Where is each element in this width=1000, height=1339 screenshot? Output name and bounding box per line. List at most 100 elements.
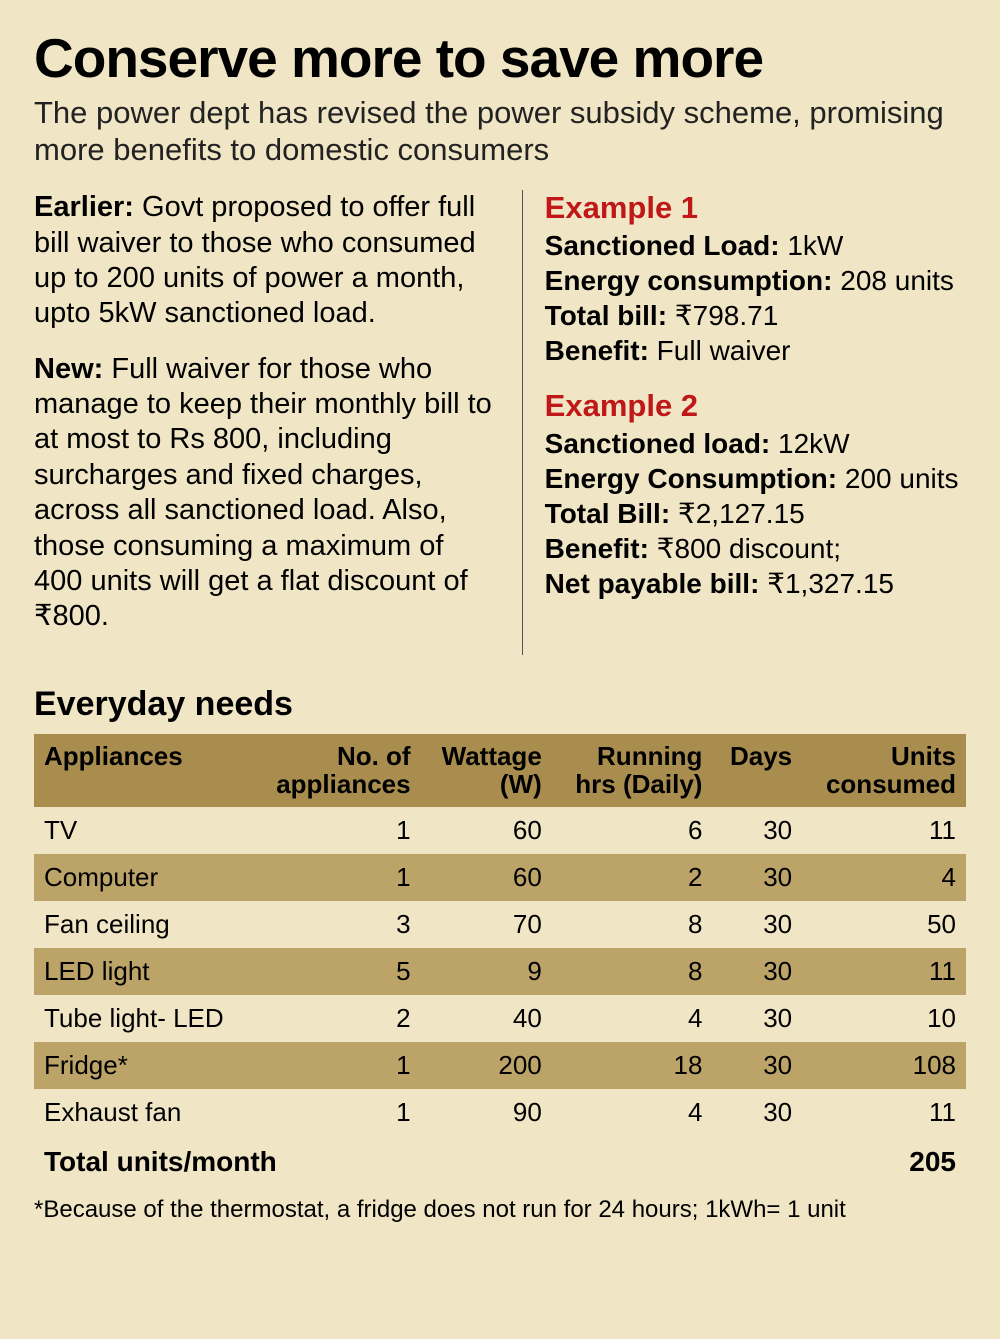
table-row: Computer1602304 (34, 854, 966, 901)
example-value: ₹800 discount; (649, 533, 841, 564)
table-cell: 40 (421, 995, 552, 1042)
table-cell: 4 (552, 995, 713, 1042)
example-value: 12kW (770, 428, 849, 459)
table-header: Wattage(W) (421, 734, 552, 807)
table-cell: 3 (252, 901, 421, 948)
two-column-section: Earlier: Govt proposed to offer full bil… (34, 190, 966, 655)
table-cell: LED light (34, 948, 252, 995)
table-header-row: Appliances No. ofappliances Wattage(W) R… (34, 734, 966, 807)
table-cell: Fan ceiling (34, 901, 252, 948)
subhead: The power dept has revised the power sub… (34, 94, 966, 168)
example-line: Net payable bill: ₹1,327.15 (545, 566, 966, 601)
table-cell: 30 (712, 1089, 802, 1136)
table-total-row: Total units/month 205 (34, 1136, 966, 1186)
left-column: Earlier: Govt proposed to offer full bil… (34, 190, 523, 655)
example-label: Net payable bill: (545, 568, 760, 599)
example-value: ₹2,127.15 (670, 498, 805, 529)
appliance-table: Appliances No. ofappliances Wattage(W) R… (34, 734, 966, 1186)
table-cell: 4 (552, 1089, 713, 1136)
table-cell: 2 (552, 854, 713, 901)
table-row: Tube light- LED24043010 (34, 995, 966, 1042)
example-label: Total Bill: (545, 498, 670, 529)
table-cell: 11 (802, 1089, 966, 1136)
table-header: Unitsconsumed (802, 734, 966, 807)
table-cell: 10 (802, 995, 966, 1042)
table-cell: 30 (712, 1042, 802, 1089)
new-block: New: Full waiver for those who manage to… (34, 352, 500, 635)
total-label: Total units/month (34, 1136, 802, 1186)
table-cell: Exhaust fan (34, 1089, 252, 1136)
example-value: 200 units (837, 463, 958, 494)
table-cell: 70 (421, 901, 552, 948)
table-cell: 108 (802, 1042, 966, 1089)
table-cell: TV (34, 807, 252, 854)
table-header: No. ofappliances (252, 734, 421, 807)
table-row: Fan ceiling37083050 (34, 901, 966, 948)
table-cell: 1 (252, 807, 421, 854)
table-cell: 200 (421, 1042, 552, 1089)
table-cell: 50 (802, 901, 966, 948)
example-line: Total bill: ₹798.71 (545, 298, 966, 333)
table-row: Fridge*12001830108 (34, 1042, 966, 1089)
example-line: Benefit: ₹800 discount; (545, 531, 966, 566)
table-cell: 6 (552, 807, 713, 854)
table-header: Days (712, 734, 802, 807)
example-2-title: Example 2 (545, 388, 966, 424)
example-line: Sanctioned Load: 1kW (545, 228, 966, 263)
table-footnote: *Because of the thermostat, a fridge doe… (34, 1186, 966, 1224)
example-label: Total bill: (545, 300, 667, 331)
example-value: ₹798.71 (667, 300, 778, 331)
example-value: ₹1,327.15 (759, 568, 894, 599)
table-row: LED light5983011 (34, 948, 966, 995)
table-cell: 8 (552, 901, 713, 948)
table-body: TV16063011Computer1602304Fan ceiling3708… (34, 807, 966, 1136)
table-cell: 90 (421, 1089, 552, 1136)
example-value: 208 units (832, 265, 953, 296)
example-label: Sanctioned Load: (545, 230, 780, 261)
table-cell: 8 (552, 948, 713, 995)
example-1: Example 1 Sanctioned Load: 1kW Energy co… (545, 190, 966, 368)
table-cell: 60 (421, 807, 552, 854)
table-cell: 2 (252, 995, 421, 1042)
table-cell: 30 (712, 948, 802, 995)
example-label: Benefit: (545, 335, 649, 366)
table-cell: Fridge* (34, 1042, 252, 1089)
everyday-needs-section: Everyday needs Appliances No. ofapplianc… (34, 679, 966, 1224)
new-label: New: (34, 353, 103, 385)
example-value: 1kW (780, 230, 844, 261)
table-cell: 11 (802, 948, 966, 995)
table-cell: 18 (552, 1042, 713, 1089)
table-cell: 9 (421, 948, 552, 995)
table-title: Everyday needs (34, 679, 966, 734)
example-label: Sanctioned load: (545, 428, 771, 459)
table-cell: 11 (802, 807, 966, 854)
example-2: Example 2 Sanctioned load: 12kW Energy C… (545, 388, 966, 601)
example-line: Benefit: Full waiver (545, 333, 966, 368)
table-cell: 5 (252, 948, 421, 995)
table-row: Exhaust fan19043011 (34, 1089, 966, 1136)
table-row: TV16063011 (34, 807, 966, 854)
table-cell: 30 (712, 995, 802, 1042)
earlier-label: Earlier: (34, 191, 134, 223)
table-cell: 60 (421, 854, 552, 901)
example-label: Energy Consumption: (545, 463, 837, 494)
table-cell: 30 (712, 807, 802, 854)
table-cell: 1 (252, 854, 421, 901)
table-cell: 4 (802, 854, 966, 901)
new-body: Full waiver for those who manage to keep… (34, 353, 492, 633)
headline: Conserve more to save more (34, 30, 966, 88)
example-line: Energy consumption: 208 units (545, 263, 966, 298)
earlier-block: Earlier: Govt proposed to offer full bil… (34, 190, 500, 332)
total-value: 205 (802, 1136, 966, 1186)
table-cell: Computer (34, 854, 252, 901)
table-cell: Tube light- LED (34, 995, 252, 1042)
example-line: Sanctioned load: 12kW (545, 426, 966, 461)
example-value: Full waiver (649, 335, 791, 366)
example-line: Energy Consumption: 200 units (545, 461, 966, 496)
table-header: Runninghrs (Daily) (552, 734, 713, 807)
table-cell: 30 (712, 854, 802, 901)
example-line: Total Bill: ₹2,127.15 (545, 496, 966, 531)
infographic-container: Conserve more to save more The power dep… (0, 0, 1000, 1339)
table-cell: 30 (712, 901, 802, 948)
table-cell: 1 (252, 1042, 421, 1089)
